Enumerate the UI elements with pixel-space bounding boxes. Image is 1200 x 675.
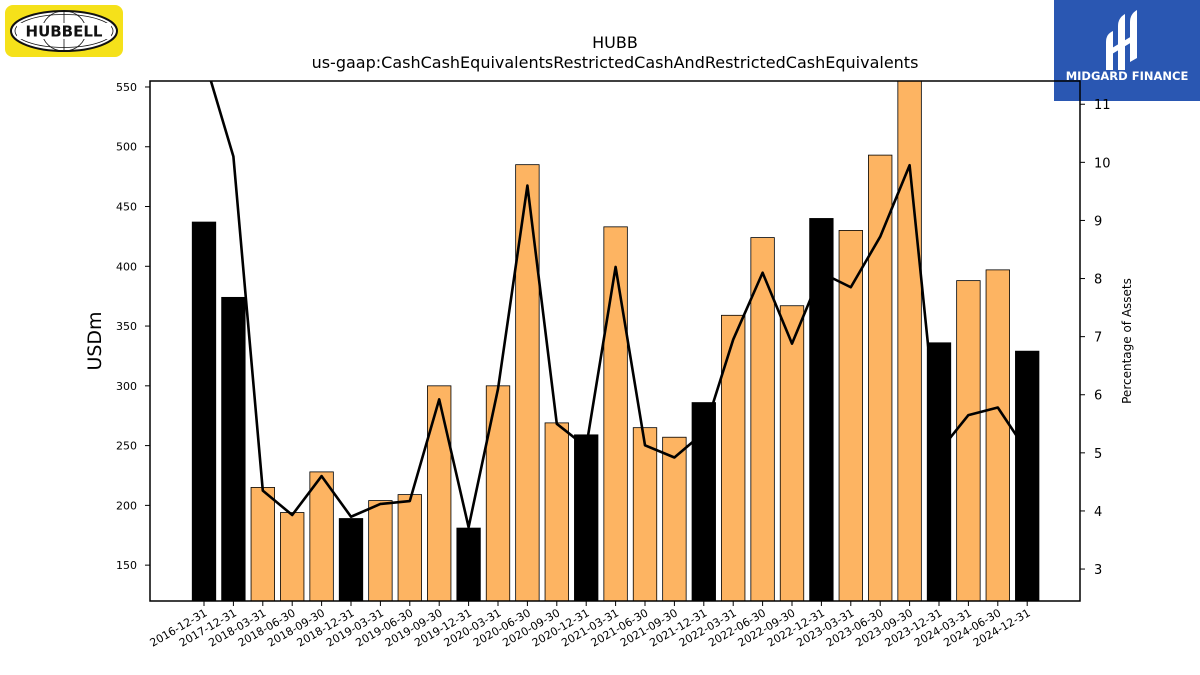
midgard-finance-logo-mark: MIDGARD FINANCE — [1066, 10, 1189, 83]
y2-tick-label: 3 — [1094, 563, 1102, 578]
y2-tick-label: 7 — [1094, 331, 1102, 346]
hubbell-logo-text: HUBBELL — [26, 23, 103, 41]
bar — [485, 385, 511, 602]
y-axis-label: USDm — [84, 311, 106, 370]
bar — [544, 422, 569, 602]
y-tick-label: 300 — [116, 380, 137, 393]
y2-tick-label: 11 — [1094, 98, 1111, 113]
chart-subtitle: us-gaap:CashCashEquivalentsRestrictedCas… — [312, 53, 919, 72]
y-tick-label: 250 — [116, 440, 137, 453]
bar — [985, 269, 1010, 602]
bar — [338, 518, 364, 602]
bar — [368, 500, 393, 602]
chart-title: HUBB — [592, 33, 638, 52]
bar — [603, 226, 628, 602]
y-tick-label: 400 — [116, 260, 137, 273]
y2-tick-label: 10 — [1094, 156, 1111, 171]
bar — [956, 280, 981, 602]
y-tick-label: 150 — [116, 559, 137, 572]
bar — [397, 494, 422, 602]
bar — [280, 512, 305, 602]
y-tick-label: 500 — [116, 141, 137, 154]
y-tick-label: 450 — [116, 201, 137, 214]
bar — [515, 164, 540, 602]
y-tick-label: 350 — [116, 320, 137, 333]
bar — [221, 296, 246, 602]
y-tick-label: 200 — [116, 499, 137, 512]
bar — [250, 487, 275, 602]
bar — [427, 385, 452, 602]
bar — [191, 221, 217, 602]
bar — [632, 427, 658, 602]
bar — [574, 434, 599, 602]
bar — [456, 527, 481, 602]
bar — [1015, 350, 1040, 602]
bar — [897, 80, 922, 602]
y2-tick-label: 6 — [1094, 389, 1102, 404]
bar — [779, 305, 805, 602]
y2-tick-label: 4 — [1094, 505, 1102, 520]
y2-tick-label: 8 — [1094, 273, 1102, 288]
bar — [868, 154, 893, 602]
bar — [662, 436, 687, 602]
bar — [721, 314, 746, 602]
midgard-finance-logo: MIDGARD FINANCE — [1054, 0, 1200, 101]
hubbell-logo-mark: HUBBELL — [10, 10, 118, 52]
bar — [309, 471, 334, 602]
y-tick-label: 550 — [116, 81, 137, 94]
percentage-line — [209, 81, 1029, 529]
y2-axis-label: Percentage of Assets — [1120, 278, 1134, 404]
plot-frame — [149, 80, 1081, 602]
y2-tick-label: 9 — [1094, 214, 1102, 229]
y2-tick-label: 5 — [1094, 447, 1102, 462]
hubbell-logo: HUBBELL — [5, 5, 123, 57]
midgard-finance-logo-text: MIDGARD FINANCE — [1066, 69, 1189, 83]
plot-area: 1502002503003504004505005503456789101120… — [116, 80, 1111, 650]
